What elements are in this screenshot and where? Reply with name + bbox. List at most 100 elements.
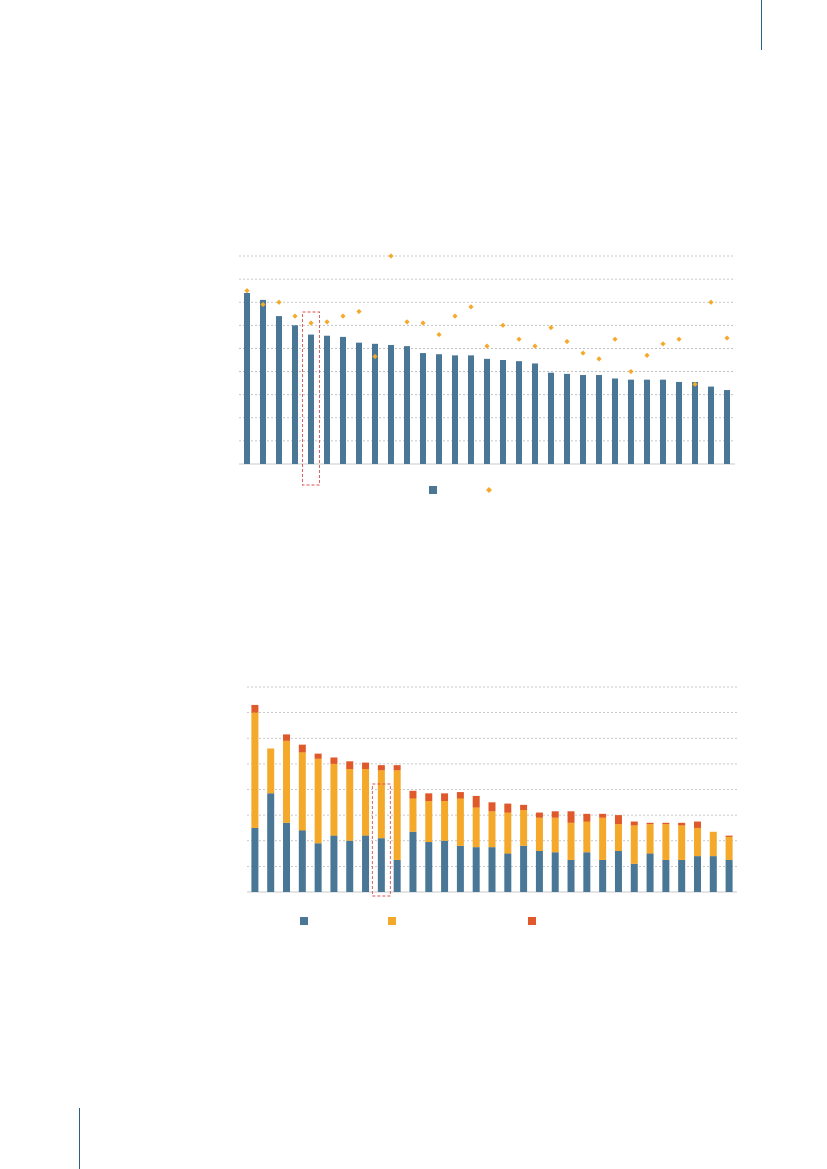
- bar: [452, 355, 458, 464]
- bar-segment-2: [662, 824, 670, 860]
- bar-segment-1: [267, 793, 275, 892]
- diamond-marker: [596, 356, 602, 362]
- bar-segment-2: [646, 824, 654, 854]
- diamond-marker: [340, 313, 346, 319]
- bar: [612, 378, 618, 464]
- bar-segment-2: [520, 810, 528, 846]
- bar-segment-1: [346, 840, 354, 892]
- bar-segment-2: [535, 817, 543, 851]
- bar-segment-1: [614, 851, 622, 892]
- bar-segment-1: [362, 835, 370, 892]
- bar: [676, 381, 682, 464]
- bar-segment-1: [441, 840, 449, 892]
- bar-segment-3: [393, 765, 401, 771]
- bar: [276, 316, 282, 464]
- bar: [436, 354, 442, 464]
- bar-segment-3: [330, 757, 338, 764]
- bar-segment-2: [267, 748, 275, 794]
- bar-segment-1: [709, 856, 717, 892]
- gridlines: [247, 686, 737, 893]
- diamond-marker: [308, 320, 314, 326]
- bar: [404, 346, 410, 464]
- bar-segment-2: [630, 825, 638, 864]
- bar: [292, 325, 298, 464]
- bar-segment-1: [725, 859, 733, 892]
- bar: [484, 358, 490, 464]
- bar-segment-3: [504, 803, 512, 813]
- diamond-marker: [644, 352, 650, 358]
- bar-segment-1: [425, 842, 433, 892]
- bar-segment-3: [472, 795, 480, 808]
- bar-segment-2: [678, 825, 686, 860]
- bar-segment-3: [520, 804, 528, 810]
- bar-segment-3: [614, 815, 622, 825]
- bar-segment-2: [709, 831, 717, 857]
- bar: [628, 379, 634, 464]
- bar-segment-3: [535, 812, 543, 818]
- bar-segment-3: [409, 790, 417, 799]
- bar-segment-3: [346, 761, 354, 769]
- diamond-marker: [276, 299, 282, 305]
- bar-segment-2: [393, 770, 401, 860]
- diamond-marker: [484, 343, 490, 349]
- legend-swatch-2: [388, 917, 396, 925]
- bar-segment-2: [614, 824, 622, 851]
- bar-segment-1: [630, 863, 638, 892]
- bar-segment-2: [314, 758, 322, 844]
- bar: [308, 334, 314, 464]
- bar: [532, 363, 538, 464]
- bar-segment-3: [456, 792, 464, 799]
- bar-segment-2: [251, 712, 259, 828]
- bar-segment-2: [330, 763, 338, 836]
- bar: [644, 379, 650, 464]
- bar-segment-2: [551, 817, 559, 853]
- diamond-marker: [324, 319, 330, 325]
- bar-segment-1: [314, 843, 322, 892]
- bar-segment-1: [283, 822, 291, 892]
- bar: [356, 342, 362, 464]
- diamond-marker: [564, 338, 570, 345]
- bar-segment-1: [551, 852, 559, 892]
- bar-segment-1: [662, 859, 670, 892]
- bar-segment-1: [488, 847, 496, 892]
- diamond-marker: [292, 313, 298, 319]
- bar-segment-3: [377, 765, 385, 771]
- margin-rule: [79, 1108, 80, 1169]
- legend: [429, 486, 492, 494]
- bar-segment-2: [362, 769, 370, 836]
- bar: [372, 343, 378, 464]
- diamond-marker: [580, 350, 586, 356]
- bar: [244, 292, 250, 464]
- marker-series: [244, 253, 730, 387]
- bar-segment-2: [693, 827, 701, 857]
- bar: [548, 372, 554, 464]
- bar-segment-1: [456, 845, 464, 892]
- bar-segment-1: [504, 853, 512, 892]
- bar-segment-1: [678, 859, 686, 892]
- bar-segment-3: [646, 822, 654, 825]
- bar-segment-1: [583, 852, 591, 892]
- stacked-bars: [251, 704, 733, 892]
- bar-segment-1: [298, 830, 306, 892]
- diamond-marker: [532, 343, 538, 349]
- bar-segment-1: [567, 859, 575, 892]
- bar: [340, 336, 346, 464]
- diamond-marker: [244, 288, 250, 294]
- legend: [300, 917, 536, 925]
- bar-segment-3: [693, 821, 701, 828]
- diamond-marker: [372, 353, 378, 360]
- bar-segment-3: [583, 813, 591, 822]
- bar-segment-1: [377, 838, 385, 892]
- bar-segment-2: [725, 836, 733, 860]
- bar-segment-2: [377, 770, 385, 839]
- bar: [468, 355, 474, 464]
- bar-segment-3: [662, 822, 670, 825]
- bar-segment-2: [472, 807, 480, 848]
- bar-segment-1: [472, 847, 480, 892]
- bar-segment-3: [441, 793, 449, 802]
- diamond-marker: [260, 301, 266, 308]
- diamond-marker: [548, 325, 554, 331]
- bar-segment-3: [488, 802, 496, 812]
